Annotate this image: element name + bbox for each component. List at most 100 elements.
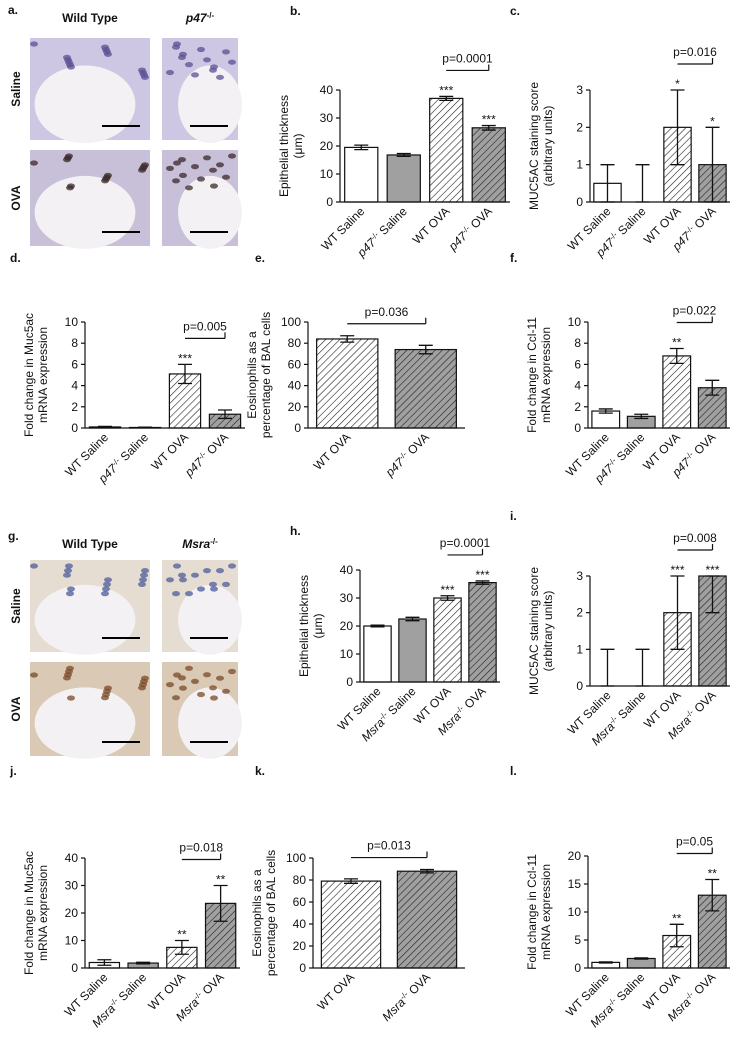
nucleus — [216, 568, 224, 574]
column-header: Wild Type — [62, 537, 118, 551]
error-bar — [670, 575, 685, 650]
error-bar — [213, 884, 228, 922]
error-bar — [396, 152, 411, 158]
nucleus — [66, 185, 74, 191]
panel-letter: i. — [510, 509, 517, 523]
error-bar — [218, 409, 232, 420]
nucleus — [228, 153, 236, 159]
y-axis-label: Fold change in Muc5ac — [22, 313, 36, 437]
nucleus — [191, 572, 199, 578]
lumen — [178, 687, 242, 759]
error-bar — [705, 575, 720, 614]
error-bar — [354, 144, 369, 151]
y-tick-label: 0 — [346, 675, 353, 689]
y-axis-label: Epithelial thickness — [297, 575, 311, 677]
panel-letter: l. — [510, 764, 517, 778]
y-tick-label: 20 — [288, 400, 302, 414]
nucleus — [203, 57, 211, 63]
y-axis-label: mRNA expression — [36, 327, 50, 423]
y-tick-label: 0 — [576, 679, 583, 693]
nucleus — [197, 691, 205, 698]
nucleus — [179, 172, 187, 178]
nucleus — [191, 164, 199, 170]
nucleus — [197, 46, 205, 53]
y-axis-label: percentage of BAL cells — [259, 312, 273, 438]
significance-stars: *** — [475, 568, 489, 582]
x-tick-label: Msra-/- OVA — [379, 970, 433, 1024]
nucleus — [101, 178, 109, 184]
y-axis-label: Fold change in Muc5ac — [22, 851, 36, 975]
nucleus — [185, 62, 193, 68]
p-value: p=0.008 — [673, 531, 717, 545]
panel-letter: a. — [8, 3, 18, 17]
nucleus — [228, 563, 236, 569]
error-bar — [97, 959, 112, 966]
error-bar — [634, 413, 649, 420]
y-axis-label: mRNA expression — [539, 327, 553, 423]
y-tick-label: 0 — [574, 961, 581, 975]
row-header: OVA — [9, 185, 23, 210]
y-axis-label: mRNA expression — [539, 864, 553, 960]
significance-stars: ** — [672, 336, 682, 350]
bar — [394, 348, 457, 429]
y-tick-label: 0 — [299, 961, 306, 975]
panel-letter: d. — [10, 251, 21, 265]
nucleus — [101, 44, 109, 50]
nucleus — [203, 672, 211, 678]
y-axis-label: MUC5AC staining score — [527, 567, 541, 695]
significance-stars: *** — [482, 113, 496, 127]
x-tick-label: WT OVA — [315, 970, 358, 1013]
significance-bracket — [347, 317, 427, 325]
nucleus — [185, 185, 193, 191]
nucleus — [185, 665, 193, 671]
y-tick-label: 30 — [65, 879, 79, 893]
significance-bracket — [676, 316, 713, 324]
nucleus — [166, 165, 174, 171]
error-bar — [600, 648, 615, 687]
nucleus — [210, 695, 218, 701]
nucleus — [203, 568, 211, 574]
nucleus — [222, 174, 230, 180]
y-tick-label: 5 — [574, 933, 581, 947]
nucleus — [166, 577, 174, 583]
error-bar — [98, 425, 112, 429]
bar — [662, 355, 692, 429]
error-bar — [405, 616, 420, 622]
lumen — [178, 175, 242, 249]
significance-bracket — [447, 548, 484, 556]
y-axis-label: (μm) — [291, 134, 305, 159]
lumen — [178, 65, 242, 144]
y-tick-label: 10 — [568, 315, 582, 329]
significance-bracket — [446, 64, 490, 72]
y-axis-label: Eosinophils as a — [245, 331, 259, 419]
significance-stars: *** — [440, 583, 454, 597]
panel-letter: k. — [255, 764, 265, 778]
error-bar — [136, 961, 151, 965]
nucleus — [166, 69, 174, 76]
error-bar — [174, 939, 189, 955]
y-axis-label: MUC5AC staining score — [527, 82, 541, 210]
y-tick-label: 10 — [340, 647, 354, 661]
bar — [363, 625, 392, 683]
significance-stars: ** — [177, 928, 187, 942]
nucleus — [138, 167, 146, 173]
y-tick-label: 3 — [576, 569, 583, 583]
y-tick-label: 10 — [65, 315, 79, 329]
nucleus — [65, 563, 73, 569]
y-tick-label: 80 — [293, 873, 307, 887]
error-bar — [440, 595, 455, 601]
nucleus — [216, 162, 224, 168]
nucleus — [222, 688, 230, 694]
significance-stars: * — [710, 114, 715, 128]
y-axis-label: Epithelial thickness — [277, 95, 291, 197]
error-bar — [669, 347, 684, 364]
significance-bracket — [185, 332, 226, 339]
y-tick-label: 80 — [288, 336, 302, 350]
y-axis-label: percentage of BAL cells — [264, 850, 278, 976]
nucleus — [209, 685, 217, 691]
bar — [398, 618, 427, 683]
panel-letter: c. — [510, 4, 520, 18]
significance-stars: ** — [672, 911, 682, 925]
error-bar — [420, 868, 434, 874]
y-tick-label: 2 — [576, 606, 583, 620]
